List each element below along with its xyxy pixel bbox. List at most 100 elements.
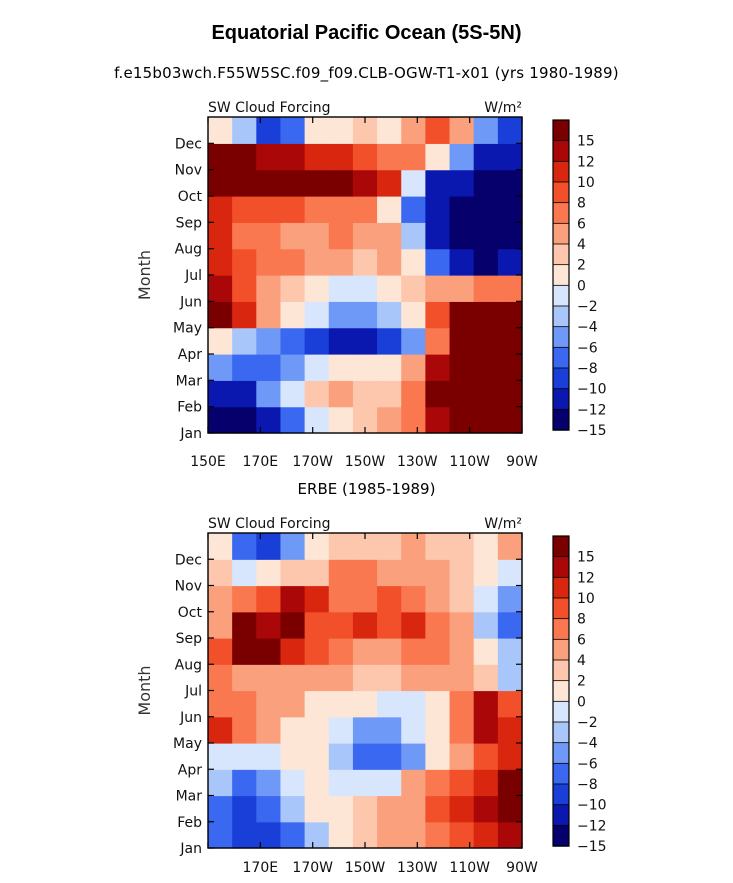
- colorbar-box: [552, 408, 570, 431]
- colorbar-box: [552, 638, 570, 661]
- heatmap-cell: [328, 611, 354, 639]
- heatmap-cell: [473, 143, 499, 171]
- heatmap-cell: [449, 611, 475, 639]
- heatmap-cell: [208, 117, 233, 144]
- colorbar-label: −12: [577, 402, 607, 418]
- heatmap-cell: [328, 690, 354, 718]
- heatmap-cell: [401, 533, 426, 560]
- heatmap-cell: [497, 664, 523, 692]
- colorbar-box: [552, 326, 570, 349]
- heatmap-cell: [449, 585, 475, 613]
- heatmap-cell: [425, 222, 451, 250]
- heatmap-cell: [377, 117, 402, 144]
- heatmap-cell: [425, 795, 451, 823]
- heatmap-cell: [497, 327, 523, 355]
- heatmap-cell: [280, 406, 306, 434]
- heatmap-cell: [401, 743, 426, 770]
- colorbar-box: [552, 160, 570, 183]
- y-tick-label: Apr: [178, 762, 202, 778]
- heatmap-cell: [256, 611, 282, 639]
- y-tick-label: Apr: [178, 347, 202, 363]
- y-tick-label: Dec: [175, 552, 202, 568]
- heatmap-cell: [304, 222, 330, 250]
- colorbar-label: 15: [577, 550, 595, 566]
- heatmap-cell: [377, 821, 402, 849]
- heatmap-cell: [449, 769, 475, 797]
- heatmap-cell: [425, 533, 451, 560]
- heatmap-cell: [377, 769, 402, 797]
- heatmap-cell: [208, 354, 233, 381]
- colorbar-label: 8: [577, 196, 586, 212]
- heatmap-cell: [449, 196, 475, 223]
- heatmap-cell: [401, 248, 426, 276]
- heatmap-cell: [280, 248, 306, 276]
- heatmap-cell: [232, 638, 257, 665]
- heatmap-cell: [473, 354, 499, 381]
- heatmap-cell: [352, 380, 378, 408]
- subtitle: f.e15b03wch.F55W5SC.f09_f09.CLB-OGW-T1-x…: [114, 64, 619, 82]
- heatmap-cell: [473, 716, 499, 744]
- heatmap-cell: [497, 743, 523, 770]
- heatmap-panel-ERBE: Jan Feb Mar Apr May Jun Jul Aug Sep Oct Nov Dec 170E…: [135, 516, 607, 876]
- heatmap-cell: [304, 795, 330, 823]
- y-tick-label: Sep: [176, 215, 203, 231]
- colorbar-label: 0: [577, 278, 586, 294]
- heatmap-cell: [473, 664, 499, 692]
- heatmap-cell: [377, 533, 402, 560]
- heatmap-cell: [208, 690, 233, 718]
- heatmap-cell: [449, 354, 475, 381]
- colorbar-label: −4: [577, 320, 598, 336]
- heatmap-cell: [352, 611, 378, 639]
- heatmap-cell: [328, 196, 354, 223]
- heatmap-cell: [352, 743, 378, 770]
- colorbar-box: [552, 367, 570, 390]
- heatmap-cell: [280, 664, 306, 692]
- heatmap-cell: [208, 301, 233, 329]
- colorbar-label: −2: [577, 715, 598, 731]
- heatmap-cell: [352, 301, 378, 329]
- heatmap-cell: [328, 664, 354, 692]
- heatmap-cell: [232, 354, 257, 381]
- heatmap-cell: [425, 664, 451, 692]
- colorbar-box: [552, 742, 570, 765]
- heatmap-cell: [304, 301, 330, 329]
- heatmap-cell: [208, 716, 233, 744]
- heatmap-cell: [328, 406, 354, 434]
- heatmap-cell: [328, 143, 354, 171]
- heatmap-cell: [208, 380, 233, 408]
- heatmap-cell: [232, 821, 257, 849]
- heatmap-cell: [352, 327, 378, 355]
- heatmap-cell: [377, 248, 402, 276]
- units-label: W/m²: [484, 100, 522, 116]
- x-tick-label: 110W: [449, 454, 490, 470]
- heatmap-cell: [280, 533, 306, 560]
- heatmap-cell: [328, 380, 354, 408]
- heatmap-cell: [232, 169, 257, 197]
- heatmap-cell: [425, 769, 451, 797]
- colorbar-box: [552, 556, 570, 579]
- colorbar-label: 10: [577, 591, 595, 607]
- heatmap-cell: [473, 795, 499, 823]
- heatmap-cell: [497, 406, 523, 434]
- heatmap-cell: [352, 795, 378, 823]
- x-tick-label: 150E: [190, 454, 226, 470]
- heatmap-cell: [304, 380, 330, 408]
- heatmap-cell: [401, 795, 426, 823]
- heatmap-cell: [328, 559, 354, 587]
- colorbar-box: [552, 783, 570, 806]
- heatmap-cell: [328, 117, 354, 144]
- heatmap-cell: [208, 275, 233, 302]
- heatmap-cell: [425, 743, 451, 770]
- heatmap-cell: [280, 169, 306, 197]
- colorbar-box: [552, 824, 570, 847]
- colorbar-box: [552, 305, 570, 328]
- heatmap-cell: [473, 769, 499, 797]
- heatmap-cell: [352, 196, 378, 223]
- heatmap-cell: [328, 769, 354, 797]
- heatmap-cell: [425, 559, 451, 587]
- heatmap-cell: [208, 559, 233, 587]
- heatmap-cell: [208, 327, 233, 355]
- heatmap-cell: [449, 143, 475, 171]
- heatmap-cell: [256, 196, 282, 223]
- colorbar-label: 12: [577, 570, 595, 586]
